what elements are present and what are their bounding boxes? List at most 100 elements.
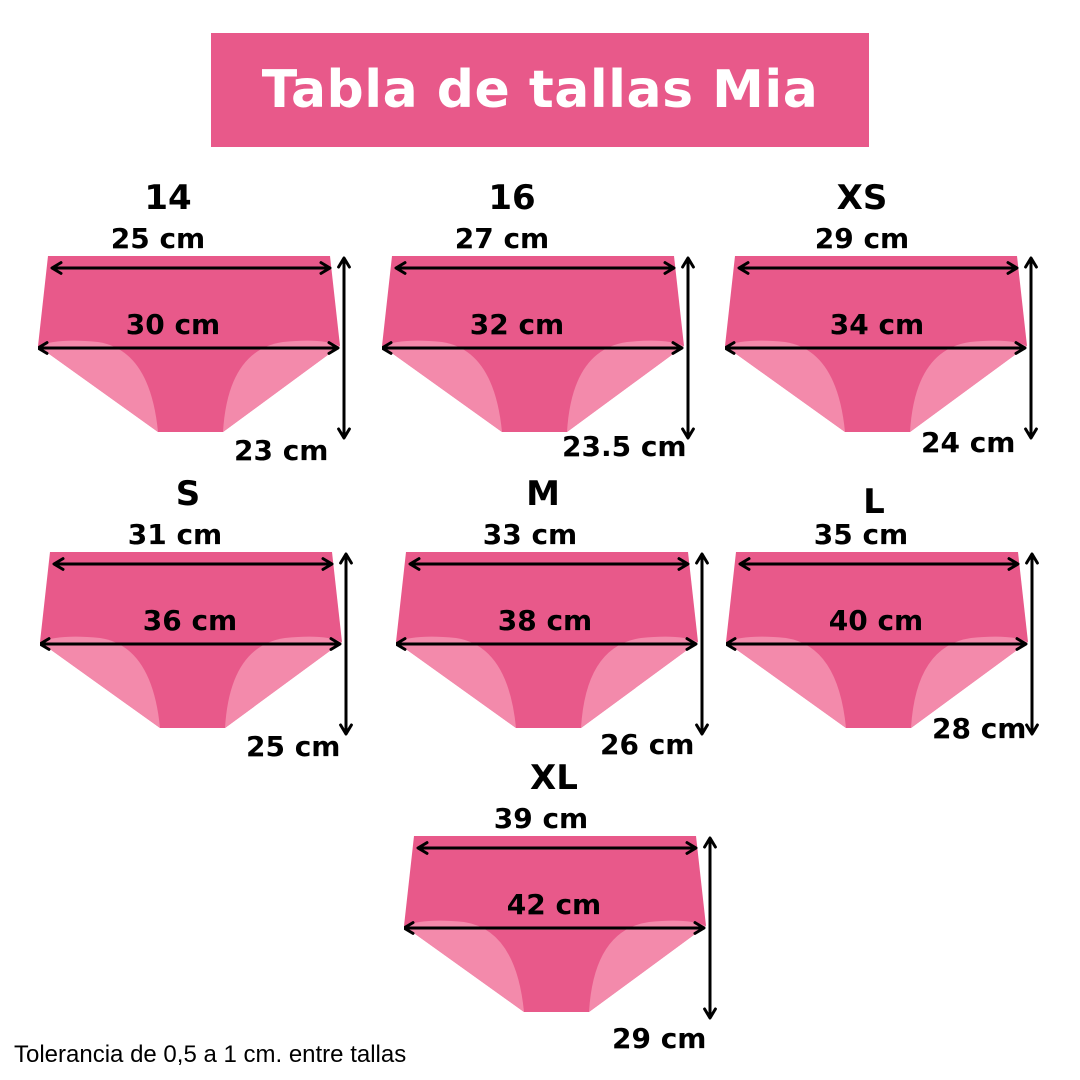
size-card-l: L 35 cm 40 cm 28 cm [726,476,1056,766]
mid-width-label: 30 cm [125,308,221,341]
arrow-head [382,341,393,355]
size-card-s: S 31 cm 36 cm 25 cm [40,476,370,766]
right-leg-opening [581,636,698,728]
arrow-head [663,261,676,275]
page-title: Tabla de tallas Mia [261,60,819,120]
top-width-label: 31 cm [127,518,223,551]
arrow-head [1025,552,1039,565]
panty-illustration [726,552,1039,736]
size-card-xl: XL 39 cm 42 cm 29 cm [404,758,734,1054]
arrow-head [416,841,429,855]
arrow-head [404,921,415,935]
arrow-head [738,557,751,571]
height-label: 25 cm [246,730,341,763]
size-name: 16 [488,178,536,218]
size-name: S [175,474,201,514]
arrow-head [394,261,407,275]
right-leg-opening [223,340,340,432]
panty-illustration [725,256,1038,440]
size-card-xs: XS 29 cm 34 cm 24 cm [725,180,1055,470]
arrow-head [725,341,736,355]
arrow-head [52,557,65,571]
arrow-head [693,921,706,935]
arrow-head [337,427,351,440]
arrow-head [339,723,353,736]
arrow-head [703,1007,717,1020]
arrow-head [408,557,421,571]
size-name: M [526,474,560,514]
arrow-head [681,256,695,269]
arrow-head [681,427,695,440]
arrow-head [677,557,690,571]
arrow-head [726,637,737,651]
mid-width-label: 34 cm [829,308,925,341]
height-label: 26 cm [600,728,695,761]
left-leg-opening [404,920,524,1012]
arrow-head [1014,341,1027,355]
left-leg-opening [396,636,516,728]
left-leg-opening [726,636,846,728]
top-width-label: 35 cm [813,518,909,551]
arrow-head [321,557,334,571]
height-label: 23.5 cm [562,430,687,463]
left-leg-opening [382,340,502,432]
height-label: 24 cm [921,426,1016,459]
tolerance-note: Tolerancia de 0,5 a 1 cm. entre tallas [14,1041,407,1068]
arrow-head [1024,427,1038,440]
height-label: 23 cm [234,434,329,467]
right-leg-opening [567,340,684,432]
size-name: 14 [144,178,192,218]
mid-width-label: 32 cm [469,308,565,341]
arrow-head [1006,261,1019,275]
arrow-head [703,836,717,849]
title-banner: Tabla de tallas Mia [211,33,869,147]
top-width-label: 25 cm [110,222,206,255]
size-card-16: 16 27 cm 32 cm 23.5 cm [382,180,712,470]
arrow-head [38,341,49,355]
left-leg-opening [38,340,158,432]
panty-illustration [404,836,717,1020]
top-width-label: 27 cm [454,222,550,255]
arrow-head [737,261,750,275]
arrow-head [695,723,709,736]
size-name: L [863,482,885,522]
arrow-head [40,637,51,651]
panty-illustration [396,552,709,736]
right-leg-opening [911,636,1028,728]
arrow-head [1007,557,1020,571]
panty-illustration [40,552,353,736]
top-width-label: 33 cm [482,518,578,551]
left-leg-opening [725,340,845,432]
arrow-head [1015,637,1028,651]
arrow-head [1024,256,1038,269]
size-card-14: 14 25 cm 30 cm 23 cm [38,180,368,470]
arrow-head [339,552,353,565]
arrow-head [1025,723,1039,736]
top-width-label: 39 cm [493,802,589,835]
panty-illustration [382,256,695,440]
size-card-m: M 33 cm 38 cm 26 cm [396,476,726,766]
panty-illustration [38,256,351,440]
arrow-head [695,552,709,565]
mid-width-label: 40 cm [828,604,924,637]
left-leg-opening [40,636,160,728]
mid-width-label: 38 cm [497,604,593,637]
arrow-head [319,261,332,275]
arrow-head [671,341,684,355]
size-name: XL [530,758,578,798]
top-width-label: 29 cm [814,222,910,255]
arrow-head [329,637,342,651]
height-label: 28 cm [932,712,1027,745]
arrow-head [685,841,698,855]
right-leg-opening [589,920,706,1012]
mid-width-label: 42 cm [506,888,602,921]
height-label: 29 cm [612,1022,707,1055]
arrow-head [337,256,351,269]
arrow-head [50,261,63,275]
size-name: XS [836,178,888,218]
arrow-head [396,637,407,651]
right-leg-opening [225,636,342,728]
mid-width-label: 36 cm [142,604,238,637]
right-leg-opening [910,340,1027,432]
arrow-head [685,637,698,651]
